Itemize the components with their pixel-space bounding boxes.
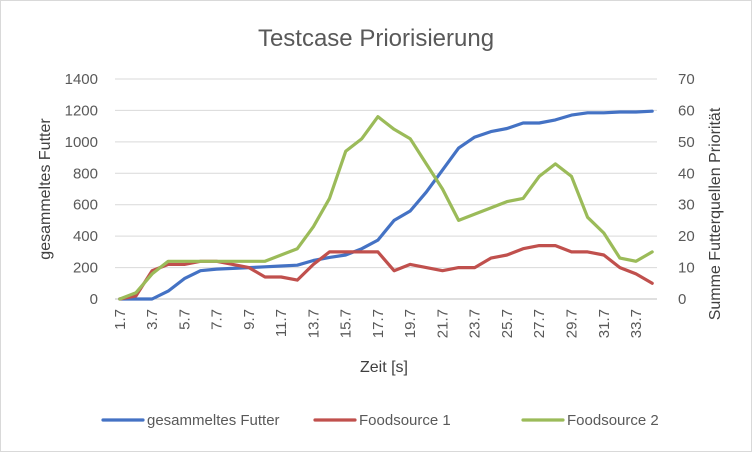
x-tick-label: 9.7 [241,309,258,330]
x-tick-label: 17.7 [370,309,387,338]
x-tick-label: 1.7 [112,309,129,330]
x-tick-label: 21.7 [434,309,451,338]
x-tick-label: 15.7 [338,309,355,338]
y-tick-label: 200 [73,260,98,277]
x-tick-label: 33.7 [628,309,645,338]
y2-tick-label: 60 [678,102,695,119]
x-tick-label: 5.7 [176,309,193,330]
y-tick-label: 0 [90,291,98,308]
legend: gesammeltes Futter Foodsource 1 Foodsource… [101,412,659,429]
y-tick-label: 1200 [65,102,98,119]
series-line-1 [118,109,654,301]
legend-label: gesammeltes Futter [147,412,280,429]
x-tick-label: 3.7 [144,309,161,330]
y2-axis-title: Summe Futterquellen Priorität [707,107,724,320]
y2-tick-label: 30 [678,197,695,214]
axis-ticks: 0 200 400 600 800 1000 1200 1400 0 10 20 30 40 50 60 70… [65,71,695,338]
x-tick-label: 27.7 [531,309,548,338]
y2-tick-label: 50 [678,134,695,151]
x-tick-label: 13.7 [305,309,322,338]
y2-tick-label: 10 [678,260,695,277]
y-tick-label: 400 [73,228,98,245]
legend-label: Foodsource 1 [359,412,451,429]
gridlines [115,78,657,300]
y2-tick-label: 20 [678,228,695,245]
x-tick-label: 11.7 [273,309,290,337]
y2-tick-label: 0 [678,291,686,308]
series-lines [118,109,654,301]
x-tick-label: 23.7 [467,309,484,338]
y2-tick-label: 70 [678,71,695,88]
x-axis-title: Zeit [s] [360,359,408,376]
x-tick-label: 7.7 [209,309,226,330]
x-tick-label: 19.7 [402,309,419,338]
y-tick-label: 1000 [65,134,98,151]
legend-label: Foodsource 2 [567,412,659,429]
y2-tick-label: 40 [678,165,695,182]
x-tick-label: 31.7 [596,309,613,338]
chart-title: Testcase Priorisierung [258,25,494,52]
x-tick-label: 29.7 [564,309,581,338]
y-axis-title: gesammeltes Futter [37,118,54,260]
x-tick-label: 25.7 [499,309,516,338]
y-tick-label: 800 [73,165,98,182]
y-tick-label: 600 [73,197,98,214]
series-line-3 [118,115,654,301]
y-tick-label: 1400 [65,71,98,88]
